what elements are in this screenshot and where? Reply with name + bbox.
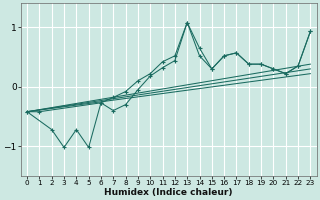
X-axis label: Humidex (Indice chaleur): Humidex (Indice chaleur): [104, 188, 233, 197]
